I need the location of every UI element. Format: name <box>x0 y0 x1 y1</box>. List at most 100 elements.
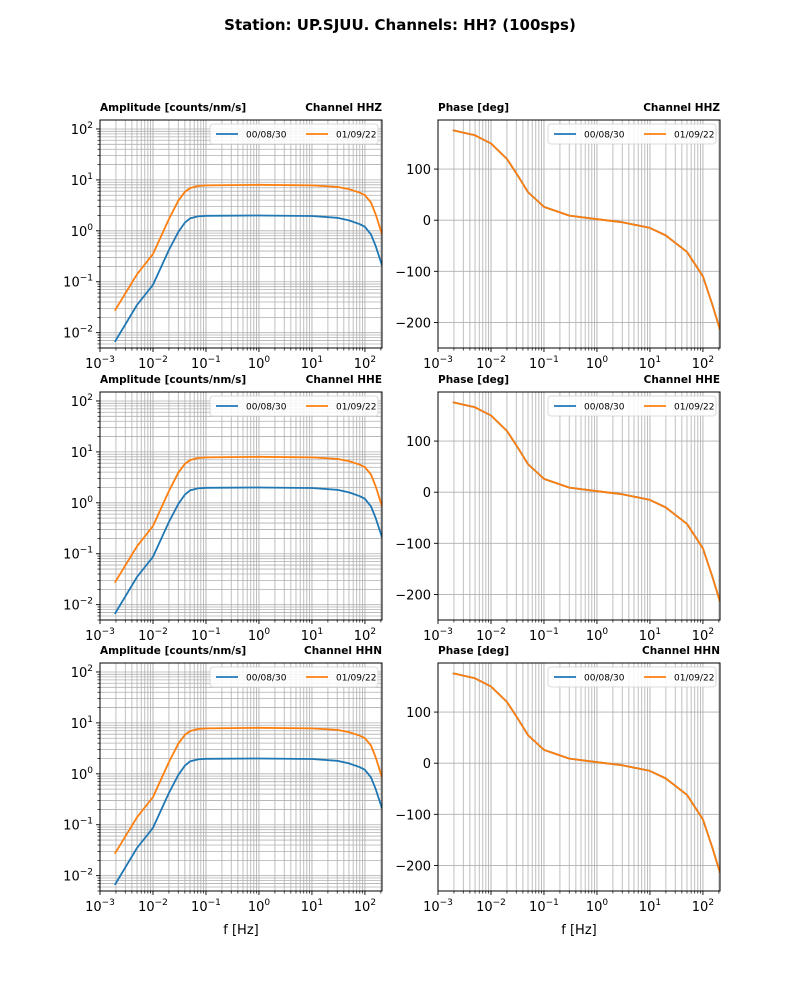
x-tick-label: 100 <box>248 898 271 915</box>
panel-title-left: Phase [deg] <box>438 374 509 386</box>
legend-entry-label: 01/09/22 <box>674 403 714 413</box>
x-axis-label: f [Hz] <box>561 923 596 938</box>
series-lines <box>114 455 382 615</box>
x-tick-label: 10−2 <box>138 898 168 915</box>
legend-entry-label: 00/08/30 <box>584 403 625 413</box>
y-tick-label: 0 <box>423 757 431 772</box>
x-tick-label: 10−3 <box>423 627 453 644</box>
axes-frame <box>99 662 383 892</box>
x-tick-label: 102 <box>692 898 714 915</box>
panel-hhn-phase: 10−3 10−2 10−1 100 101 102 −200 −100 0 100 Phase [… <box>395 645 721 938</box>
legend-entry-label: 00/08/30 <box>584 131 625 141</box>
series-line-01-09-22 <box>114 726 382 855</box>
x-tick-label: 100 <box>586 627 609 644</box>
legend-entry-label: 01/09/22 <box>674 131 714 141</box>
y-tick-label: 101 <box>71 172 93 189</box>
legend-entry-label: 00/08/30 <box>246 131 287 141</box>
x-tick-label: 102 <box>692 627 714 644</box>
series-lines <box>114 183 382 343</box>
y-tick-label: 10−1 <box>63 274 93 291</box>
legend-entry-label: 00/08/30 <box>246 674 287 684</box>
y-tick-label: −100 <box>395 265 431 280</box>
grid <box>100 392 382 620</box>
x-tick-label: 10−3 <box>85 627 115 644</box>
y-tick-label: 10−1 <box>63 546 93 563</box>
y-tick-label: 10−2 <box>63 597 93 614</box>
legend: 00/08/30 01/09/22 <box>209 666 379 688</box>
x-tick-label: 102 <box>354 898 376 915</box>
grid <box>100 120 382 348</box>
axes-frame <box>437 119 721 349</box>
x-tick-label: 10−3 <box>85 355 115 372</box>
grid <box>438 663 720 891</box>
x-tick-label: 101 <box>639 355 661 372</box>
y-tick-label: 0 <box>423 486 431 501</box>
y-tick-label: −200 <box>395 859 431 874</box>
panel-title-right: Channel HHN <box>642 645 720 657</box>
x-tick-label: 10−1 <box>529 898 559 915</box>
y-tick-label: 101 <box>71 444 93 461</box>
panel-title-left: Amplitude [counts/nm/s] <box>100 645 246 657</box>
x-tick-label: 101 <box>639 898 661 915</box>
series-line-00-08-30 <box>452 401 720 602</box>
series-line-00-08-30 <box>114 757 382 886</box>
y-tick-label: −100 <box>395 537 431 552</box>
legend-box <box>547 395 717 417</box>
x-tick-label: 102 <box>354 627 376 644</box>
y-tick-label: 100 <box>406 706 431 721</box>
panel-title-right: Channel HHE <box>306 374 382 386</box>
series-line-01-09-22 <box>452 401 720 602</box>
x-tick-label: 100 <box>586 355 609 372</box>
panel-title-left: Amplitude [counts/nm/s] <box>100 102 246 114</box>
series-lines <box>452 401 720 602</box>
series-line-00-08-30 <box>452 672 720 873</box>
x-tick-label: 10−2 <box>138 627 168 644</box>
panel-title-left: Phase [deg] <box>438 645 509 657</box>
x-tick-label: 10−2 <box>138 355 168 372</box>
y-tick-label: 10−2 <box>63 868 93 885</box>
grid <box>438 120 720 348</box>
panel-title-right: Channel HHE <box>644 374 720 386</box>
legend-box <box>547 666 717 688</box>
y-tick-label: −100 <box>395 808 431 823</box>
series-lines <box>114 726 382 886</box>
grid <box>100 663 382 891</box>
y-tick-label: 101 <box>71 715 93 732</box>
series-line-00-08-30 <box>114 486 382 615</box>
x-tick-label: 10−2 <box>476 627 506 644</box>
y-tick-label: −200 <box>395 316 431 331</box>
series-lines <box>452 129 720 330</box>
x-tick-label: 10−1 <box>529 627 559 644</box>
x-tick-label: 101 <box>639 627 661 644</box>
legend-box <box>209 666 379 688</box>
legend-entry-label: 00/08/30 <box>584 674 625 684</box>
y-tick-label: 102 <box>71 121 93 138</box>
panel-title-right: Channel HHZ <box>305 102 382 114</box>
legend-entry-label: 01/09/22 <box>336 131 376 141</box>
x-tick-label: 10−2 <box>476 355 506 372</box>
x-tick-label: 100 <box>248 627 271 644</box>
x-tick-label: 10−3 <box>85 898 115 915</box>
series-line-01-09-22 <box>114 183 382 312</box>
legend: 00/08/30 01/09/22 <box>547 395 717 417</box>
series-line-01-09-22 <box>452 129 720 330</box>
legend-box <box>209 123 379 145</box>
x-tick-label: 100 <box>248 355 271 372</box>
y-tick-label: 100 <box>71 223 94 240</box>
y-tick-label: 100 <box>71 495 94 512</box>
axes-frame <box>437 662 721 892</box>
legend: 00/08/30 01/09/22 <box>547 666 717 688</box>
x-tick-label: 10−3 <box>423 355 453 372</box>
x-tick-label: 10−3 <box>423 898 453 915</box>
x-tick-label: 10−1 <box>191 898 221 915</box>
x-tick-label: 10−1 <box>191 355 221 372</box>
y-tick-label: 100 <box>71 766 94 783</box>
axes-frame <box>99 391 383 621</box>
y-tick-label: 102 <box>71 393 93 410</box>
series-line-00-08-30 <box>452 129 720 330</box>
x-tick-label: 102 <box>692 355 714 372</box>
y-tick-label: 100 <box>406 435 431 450</box>
x-tick-label: 10−2 <box>476 898 506 915</box>
x-tick-label: 101 <box>301 898 323 915</box>
panel-hhz-amplitude: 10−3 10−2 10−1 100 101 102 10−2 10−1 100 101 102 Am… <box>63 102 383 372</box>
